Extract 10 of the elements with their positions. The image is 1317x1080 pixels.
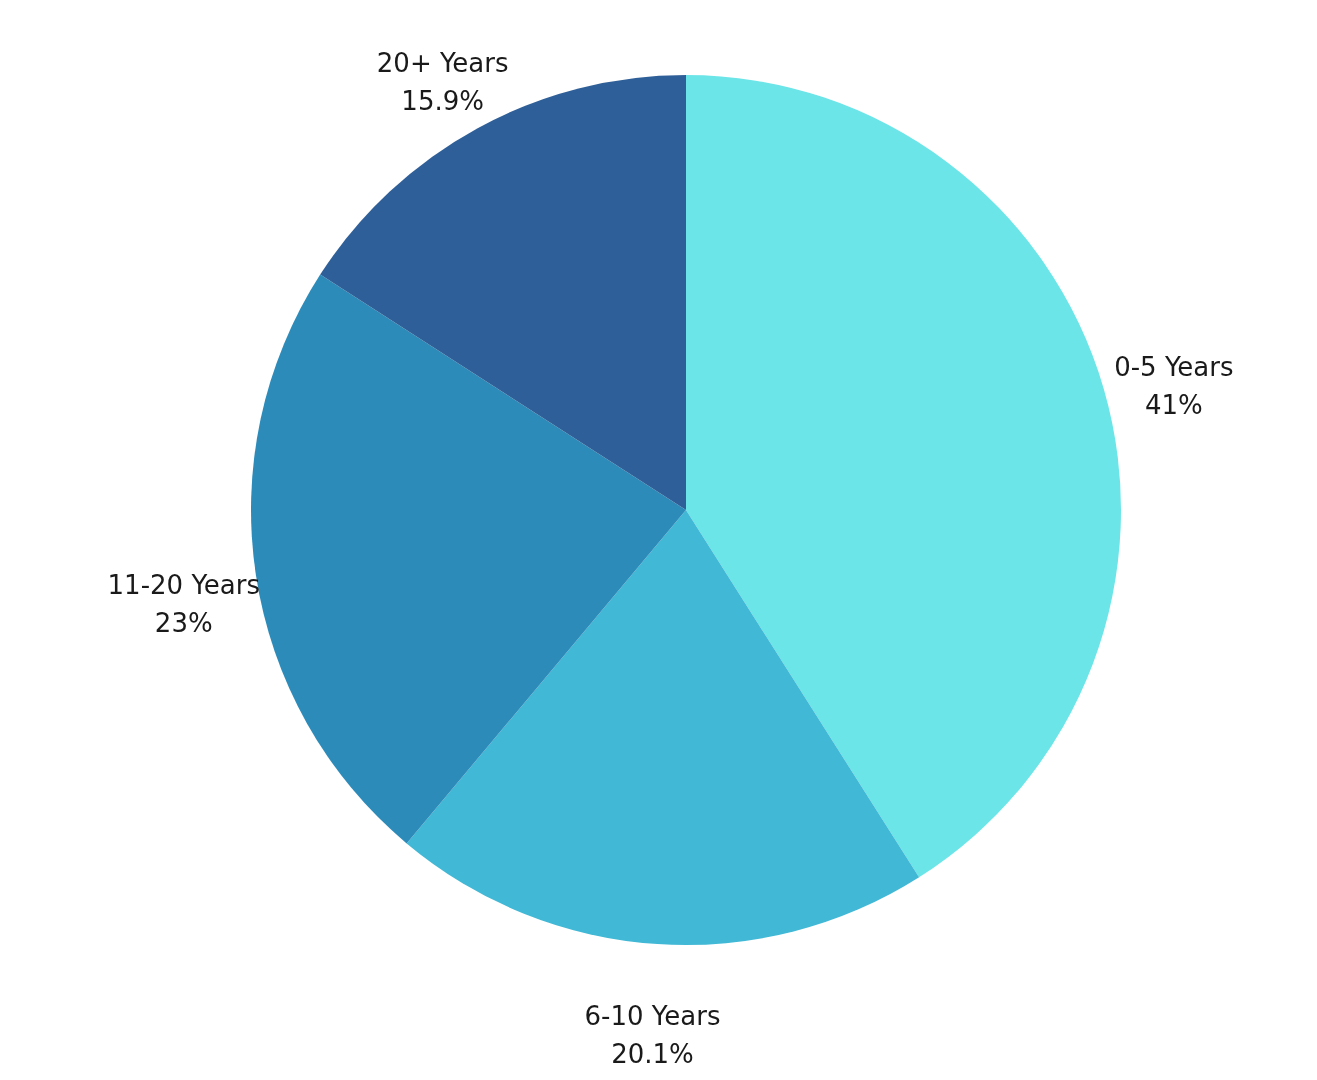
data-label: 20.1% xyxy=(611,1038,694,1069)
data-label: 15.9% xyxy=(401,86,484,117)
slice-label: 20+ Years xyxy=(376,48,509,79)
slice-label: 11-20 Years xyxy=(107,570,260,601)
pie-slice xyxy=(406,510,920,945)
pie-slice xyxy=(320,75,686,510)
data-label: 41% xyxy=(1144,390,1203,421)
slice-label: 6-10 Years xyxy=(584,1000,721,1031)
data-label: 23% xyxy=(154,608,213,639)
slice-label: 0-5 Years xyxy=(1114,352,1234,383)
